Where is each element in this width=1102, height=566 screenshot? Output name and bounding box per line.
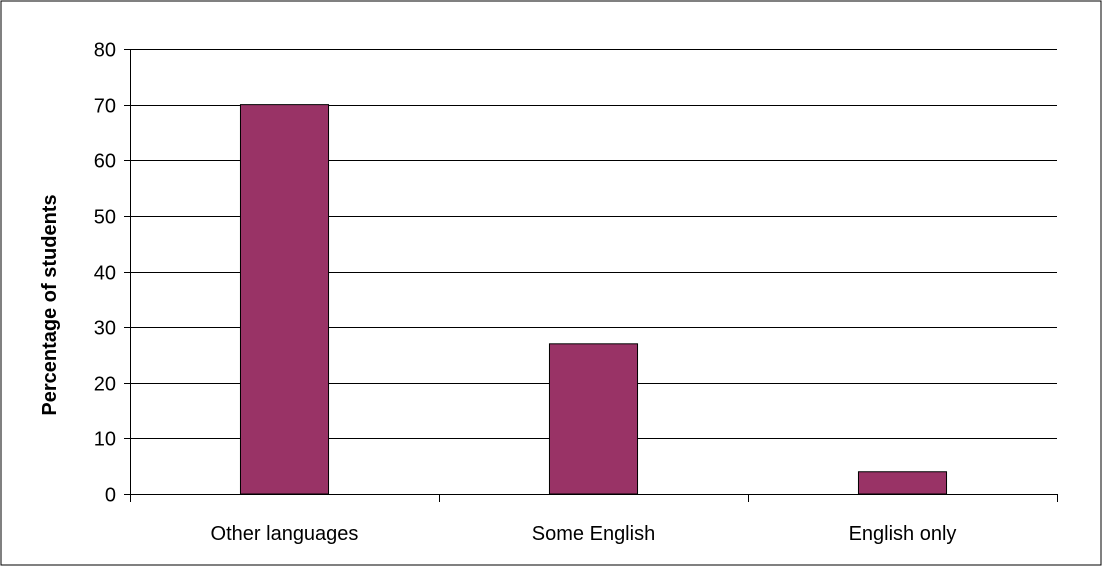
x-tick-labels: Other languages Some English English only <box>211 523 957 545</box>
y-tick-label-50: 50 <box>94 207 116 229</box>
y-tick-label-30: 30 <box>94 318 116 340</box>
bar-other-languages <box>239 104 330 495</box>
x-tick-label-some-english: Some English <box>532 523 655 545</box>
x-tick-label-english-only: English only <box>849 523 957 545</box>
axes <box>124 49 1058 502</box>
y-tick-label-20: 20 <box>94 374 116 396</box>
y-tick-label-60: 60 <box>94 151 116 173</box>
y-axis-title: Percentage of students <box>39 194 61 415</box>
bar-some-english <box>548 343 639 495</box>
y-tick-label-0: 0 <box>105 485 116 507</box>
y-tick-label-10: 10 <box>94 429 116 451</box>
y-tick-label-40: 40 <box>94 263 116 285</box>
bar-english-only <box>857 471 948 495</box>
bars <box>239 104 948 495</box>
y-tick-label-70: 70 <box>94 96 116 118</box>
x-tick-label-other-languages: Other languages <box>211 523 359 545</box>
y-tick-label-80: 80 <box>94 40 116 62</box>
y-tick-labels: 0 10 20 30 40 50 60 70 80 <box>94 40 116 507</box>
